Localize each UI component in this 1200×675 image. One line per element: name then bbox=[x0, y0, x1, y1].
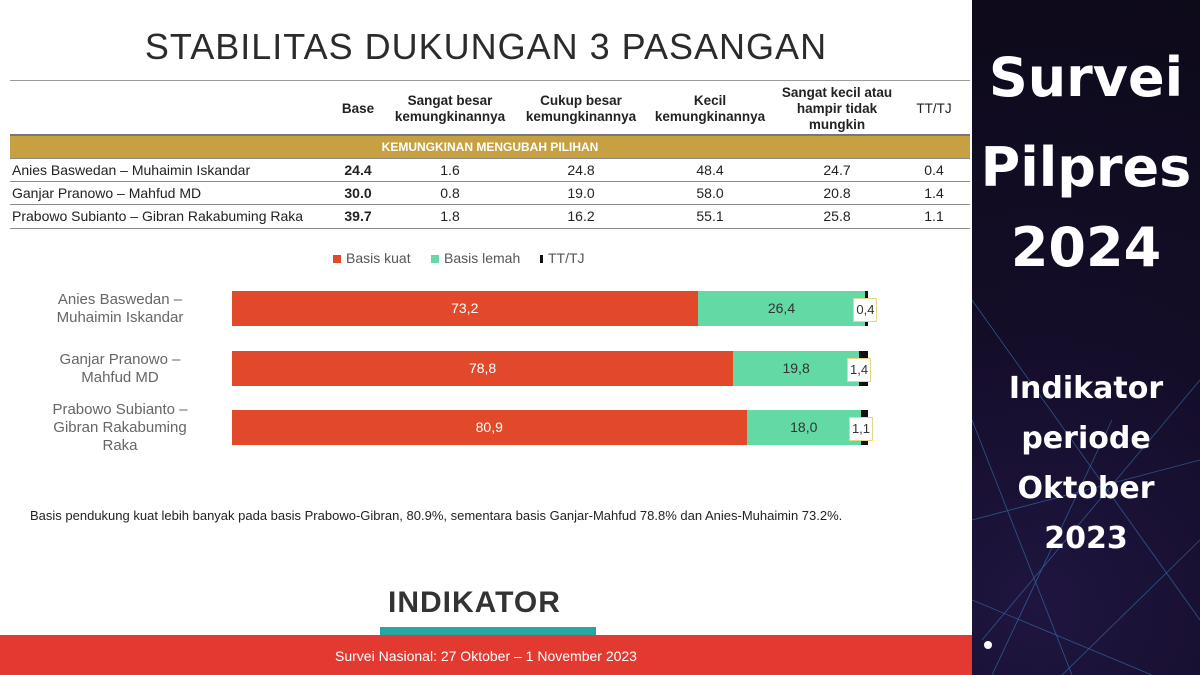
row-cell: 58.0 bbox=[696, 185, 724, 201]
slide: STABILITAS DUKUNGAN 3 PASANGAN Base Sang… bbox=[0, 26, 972, 675]
row-cell: 0.8 bbox=[440, 185, 460, 201]
legend-label: Basis kuat bbox=[346, 250, 411, 266]
side-title-line: 2024 bbox=[1010, 216, 1162, 279]
bar-value-label-tt: 1,1 bbox=[849, 417, 873, 441]
side-title-line: Survei bbox=[988, 46, 1184, 109]
legend-basis-lemah: Basis lemah bbox=[431, 250, 520, 266]
row-cell: 20.8 bbox=[823, 185, 851, 201]
bar-value-label-tt: 1,4 bbox=[847, 358, 872, 382]
row-name-anies: Anies Baswedan – Muhaimin Iskandar bbox=[12, 162, 251, 178]
legend-swatch bbox=[431, 255, 439, 264]
bar-category-label: Ganjar Pranowo – Mahfud MD bbox=[15, 351, 225, 387]
chart-note: Basis pendukung kuat lebih banyak pada b… bbox=[30, 508, 843, 523]
side-subtitle-line: Indikator bbox=[1008, 371, 1164, 406]
logo-text: INDIKATOR bbox=[388, 586, 561, 619]
bar-segment-basis-kuat bbox=[232, 291, 699, 326]
bar-segment-basis-lemah bbox=[746, 410, 861, 445]
bar-value-label: 26,4 bbox=[767, 300, 796, 316]
bar-value-label: 19,8 bbox=[782, 360, 810, 376]
table-row-rule bbox=[10, 204, 970, 205]
bar-category-label-line: Ganjar Pranowo – bbox=[59, 350, 181, 368]
logo-underline bbox=[380, 627, 596, 635]
row-cell: 16.2 bbox=[567, 208, 595, 224]
table-top-rule bbox=[10, 134, 970, 136]
bar-category-label-line: Muhaimin Iskandar bbox=[56, 308, 184, 326]
row-cell: 1.4 bbox=[924, 185, 944, 201]
legend-swatch bbox=[540, 255, 543, 264]
header-kecil: Kecil kemungkinannya bbox=[654, 93, 766, 124]
bar-category-label-line: Raka bbox=[102, 436, 138, 454]
row-cell: 30.0 bbox=[344, 185, 372, 201]
side-title-line: Pilpres bbox=[980, 136, 1192, 199]
row-cell: 39.7 bbox=[344, 208, 372, 224]
side-panel: Survei Pilpres 2024 Indikator periode Ok… bbox=[972, 0, 1200, 675]
legend-basis-kuat: Basis kuat bbox=[333, 250, 411, 266]
row-cell: 55.1 bbox=[696, 208, 724, 224]
bar-segment-basis-kuat bbox=[232, 410, 748, 445]
legend-swatch bbox=[333, 255, 341, 264]
bar-value-label-tt: 0,4 bbox=[853, 298, 878, 322]
header-cukup-besar: Cukup besar kemungkinannya bbox=[525, 93, 637, 124]
footer-bar: Survei Nasional: 27 Oktober – 1 November… bbox=[0, 635, 972, 675]
bar-category-label-line: Anies Baswedan – bbox=[57, 290, 183, 308]
side-subtitle-line: Oktober bbox=[1017, 471, 1155, 506]
row-cell: 1.1 bbox=[924, 208, 944, 224]
bar-value-label: 18,0 bbox=[790, 419, 818, 435]
bar-segment-basis-kuat bbox=[232, 351, 735, 386]
row-cell: 25.8 bbox=[823, 208, 851, 224]
slide-title: STABILITAS DUKUNGAN 3 PASANGAN bbox=[144, 26, 828, 67]
table-bottom-rule bbox=[10, 228, 970, 229]
title-divider bbox=[10, 80, 970, 81]
header-base: Base bbox=[341, 101, 375, 116]
bar-category-label-line: Prabowo Subianto – bbox=[52, 400, 188, 418]
row-cell: 19.0 bbox=[567, 185, 595, 201]
row-cell: 24.8 bbox=[567, 162, 595, 178]
row-name-prabowo: Prabowo Subianto – Gibran Rakabuming Rak… bbox=[12, 208, 304, 224]
legend-tt-tj: TT/TJ bbox=[540, 250, 585, 266]
bar-segment-basis-lemah bbox=[733, 351, 860, 386]
network-lines-decoration bbox=[972, 299, 1200, 675]
indikator-logo: INDIKATOR bbox=[388, 586, 588, 626]
row-name-ganjar: Ganjar Pranowo – Mahfud MD bbox=[12, 185, 202, 201]
legend-label: TT/TJ bbox=[548, 250, 585, 266]
bar-value-label: 78,8 bbox=[468, 360, 497, 376]
row-cell: 24.7 bbox=[823, 162, 851, 178]
glow-dot bbox=[984, 641, 992, 649]
bar-segment-basis-lemah bbox=[697, 291, 866, 326]
side-subtitle-line: periode bbox=[1021, 421, 1151, 456]
header-sangat-kecil: Sangat kecil atau hampir tidak mungkin bbox=[781, 85, 893, 132]
header-tt-tj: TT/TJ bbox=[916, 101, 952, 116]
table-row-rule bbox=[10, 181, 970, 182]
bar-value-label: 80,9 bbox=[475, 419, 503, 435]
row-cell: 0.4 bbox=[924, 162, 944, 178]
row-cell: 48.4 bbox=[696, 162, 724, 178]
bar-category-label-line: Gibran Rakabuming bbox=[53, 418, 187, 436]
row-cell: 1.8 bbox=[440, 208, 460, 224]
bar-value-label: 73,2 bbox=[451, 300, 479, 316]
table-band-label: KEMUNGKINAN MENGUBAH PILIHAN bbox=[10, 136, 970, 158]
footer-text: Survei Nasional: 27 Oktober – 1 November… bbox=[335, 648, 637, 664]
bar-category-label: Anies Baswedan – Muhaimin Iskandar bbox=[15, 291, 225, 327]
bar-category-label: Prabowo Subianto – Gibran Rakabuming Raka bbox=[15, 401, 225, 455]
header-sangat-besar: Sangat besar kemungkinannya bbox=[394, 93, 506, 124]
legend-label: Basis lemah bbox=[444, 250, 521, 266]
bar-category-label-line: Mahfud MD bbox=[81, 368, 159, 386]
table-row-rule bbox=[10, 158, 970, 159]
row-cell: 24.4 bbox=[344, 162, 372, 178]
row-cell: 1.6 bbox=[440, 162, 460, 178]
side-subtitle-line: 2023 bbox=[1044, 521, 1128, 556]
